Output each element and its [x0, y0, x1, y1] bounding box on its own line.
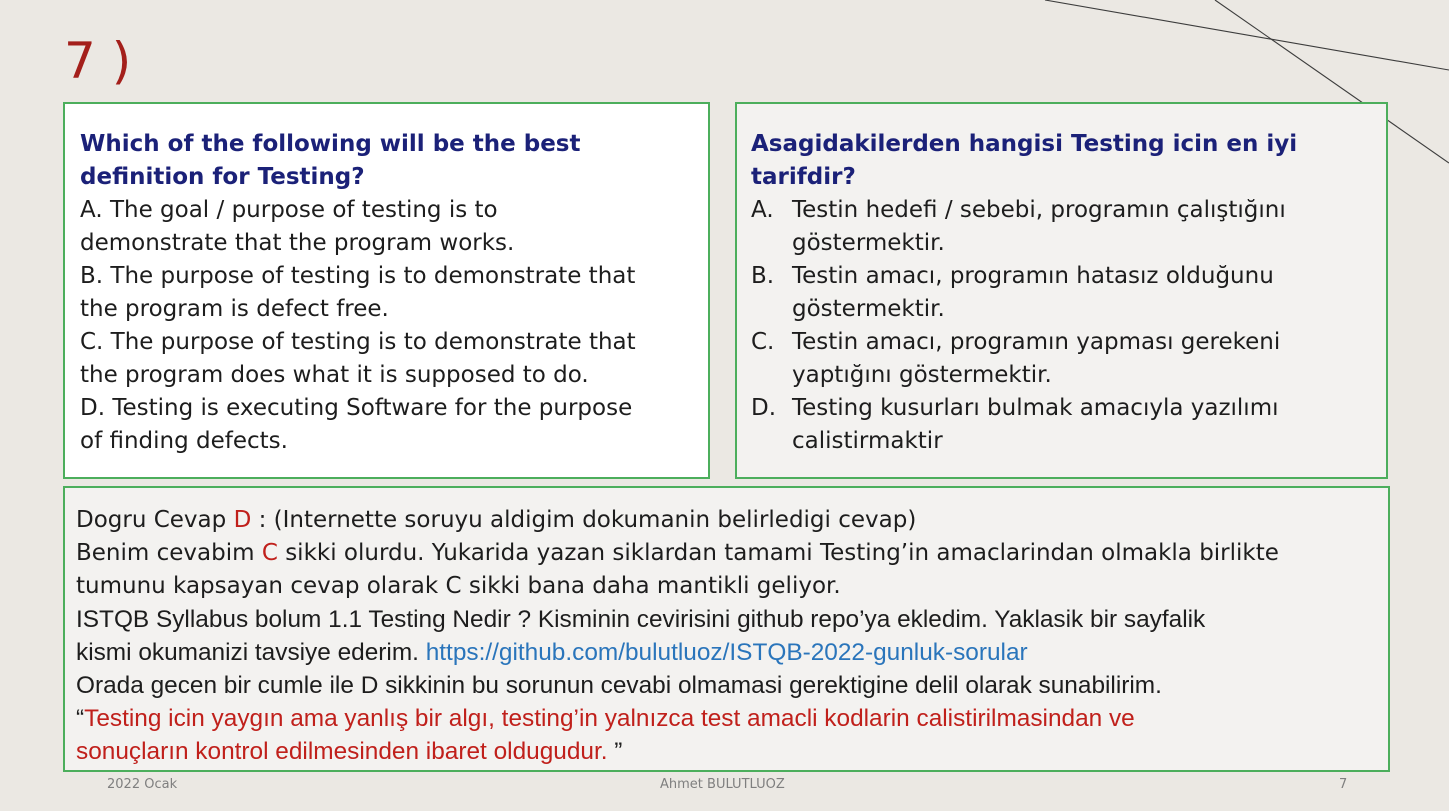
option-text-line2: göstermektir.	[792, 230, 945, 256]
english-question-box: Which of the following will be the best …	[63, 102, 710, 479]
option-text-line1: Testin hedefi / sebebi, programın çalışt…	[792, 197, 1286, 223]
evidence-line: Orada gecen bir cumle ile D sikkinin bu …	[76, 672, 1162, 699]
quote-line2: sonuçların kontrol edilmesinden ibaret o…	[76, 735, 1377, 768]
option-text-line2: göstermektir.	[792, 296, 945, 322]
english-question-title-line1: Which of the following will be the best	[80, 131, 581, 157]
option-text-line2: yaptığını göstermektir.	[792, 362, 1052, 388]
english-question-title-line2: definition for Testing?	[80, 164, 365, 190]
turkish-question-title-line1: Asagidakilerden hangisi Testing icin en …	[751, 131, 1298, 157]
option-letter: B.	[751, 263, 775, 289]
github-repo-link[interactable]: https://github.com/bulutluoz/ISTQB-2022-…	[425, 639, 1028, 666]
option-text-line2: calistirmaktir	[792, 428, 943, 454]
quote-close-mark: ”	[607, 738, 623, 765]
english-option-d-line1: D. Testing is executing Software for the…	[80, 395, 633, 421]
turkish-question-title-line2: tarifdir?	[751, 164, 856, 190]
english-option-d-line2: of finding defects.	[80, 428, 288, 454]
quote-text-line1: Testing icin yaygın ama yanlış bir algı,…	[84, 705, 1135, 732]
recommendation-line: kismi okumanizi tavsiye ederim. https://…	[76, 636, 1377, 669]
option-text: Testing kusurları bulmak amacıyla yazılı…	[792, 392, 1372, 458]
my-answer-letter: C	[261, 540, 278, 566]
english-option-c-line2: the program does what it is supposed to …	[80, 362, 589, 388]
turkish-option-c: C. Testin amacı, programın yapması gerek…	[751, 326, 1372, 392]
answer-explanation-box: Dogru Cevap D : (Internette soruyu aldig…	[63, 486, 1390, 772]
option-letter: D.	[751, 395, 777, 421]
my-answer-reason-line: tumunu kapsayan cevap olarak C sikki ban…	[76, 573, 841, 599]
turkish-option-b: B. Testin amacı, programın hatasız olduğ…	[751, 260, 1372, 326]
option-text: Testin hedefi / sebebi, programın çalışt…	[792, 194, 1372, 260]
option-letter: A.	[751, 197, 774, 223]
correct-answer-prefix: Dogru Cevap	[76, 507, 234, 533]
quote-text-line2: sonuçların kontrol edilmesinden ibaret o…	[76, 738, 608, 765]
english-option-a-line2: demonstrate that the program works.	[80, 230, 515, 256]
footer-author: Ahmet BULUTLUOZ	[660, 777, 785, 792]
correct-answer-letter: D	[233, 507, 252, 533]
footer-page-number: 7	[1339, 777, 1348, 792]
option-text-line1: Testin amacı, programın hatasız olduğunu	[792, 263, 1274, 289]
footer-date: 2022 Ocak	[107, 777, 178, 792]
turkish-option-d: D. Testing kusurları bulmak amacıyla yaz…	[751, 392, 1372, 458]
quote-open-mark: “	[76, 705, 85, 732]
english-option-c-line1: C. The purpose of testing is to demonstr…	[80, 329, 636, 355]
correct-answer-suffix: : (Internette soruyu aldigim dokumanin b…	[251, 507, 917, 533]
my-answer-prefix: Benim cevabim	[76, 540, 262, 566]
english-option-a-line1: A. The goal / purpose of testing is to	[80, 197, 498, 223]
turkish-option-a: A. Testin hedefi / sebebi, programın çal…	[751, 194, 1372, 260]
correct-answer-line: Dogru Cevap D : (Internette soruyu aldig…	[76, 504, 1377, 537]
turkish-options-list: A. Testin hedefi / sebebi, programın çal…	[751, 194, 1372, 458]
option-text-line1: Testing kusurları bulmak amacıyla yazılı…	[792, 395, 1279, 421]
option-text: Testin amacı, programın yapması gerekeni…	[792, 326, 1372, 392]
english-option-b-line2: the program is defect free.	[80, 296, 389, 322]
turkish-question-box: Asagidakilerden hangisi Testing icin en …	[735, 102, 1388, 479]
my-answer-suffix: sikki olurdu. Yukarida yazan siklardan t…	[277, 540, 1279, 566]
my-answer-line: Benim cevabim C sikki olurdu. Yukarida y…	[76, 537, 1377, 570]
option-text-line1: Testin amacı, programın yapması gerekeni	[792, 329, 1281, 355]
option-letter: C.	[751, 329, 775, 355]
option-text: Testin amacı, programın hatasız olduğunu…	[792, 260, 1372, 326]
slide-number-heading: 7 )	[64, 32, 132, 90]
syllabus-note-line: ISTQB Syllabus bolum 1.1 Testing Nedir ?…	[76, 606, 1206, 633]
english-option-b-line1: B. The purpose of testing is to demonstr…	[80, 263, 636, 289]
quote-line1: “Testing icin yaygın ama yanlış bir algı…	[76, 702, 1377, 735]
recommendation-text: kismi okumanizi tavsiye ederim.	[76, 639, 426, 666]
